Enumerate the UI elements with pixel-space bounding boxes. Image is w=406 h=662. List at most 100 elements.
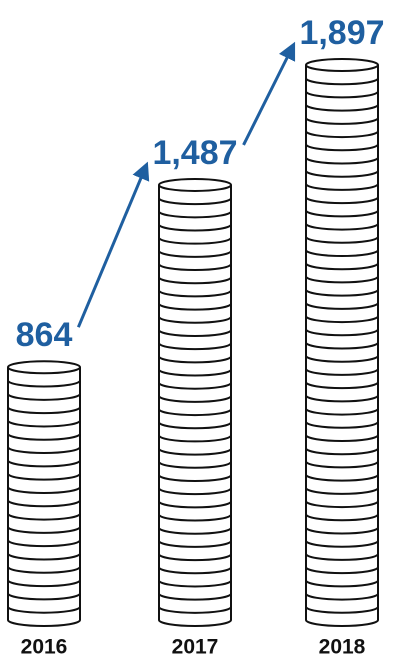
coin-top [7, 360, 81, 375]
coin-edge [7, 553, 81, 561]
coin-edge [7, 380, 81, 388]
coin-edge [158, 448, 232, 456]
coin-edge [305, 209, 379, 218]
coin-edge [7, 593, 81, 601]
coin-stack [7, 360, 81, 627]
coin-edge [7, 473, 81, 481]
coin-edge [305, 553, 379, 561]
coin-edge [158, 290, 232, 298]
coin-edge [158, 593, 232, 601]
coin-edge [158, 566, 232, 575]
coin-edge [305, 513, 379, 522]
coin-edge [158, 276, 232, 285]
coin-edge [158, 250, 232, 258]
coin-edge [158, 580, 232, 588]
coin-edge [7, 579, 81, 588]
coin-edge [305, 368, 379, 376]
coin-edge [305, 315, 379, 324]
coin-edge [158, 355, 232, 364]
stack-body [305, 65, 379, 627]
coin-edge [158, 329, 232, 337]
coin-edge [305, 91, 379, 99]
coin-edge [305, 461, 379, 469]
coin-top [305, 58, 379, 72]
coin-edge [158, 237, 232, 245]
arrow [76, 161, 150, 328]
coin-edge [7, 566, 81, 574]
coin-edge [305, 447, 379, 456]
coin-edge [158, 421, 232, 430]
coin-edge [305, 527, 379, 535]
coin-edge [305, 381, 379, 390]
coin-edge [7, 513, 81, 521]
coin-edge [158, 263, 232, 272]
coin-edge [158, 342, 232, 351]
value-label: 1,487 [152, 134, 237, 172]
coin-edge [305, 474, 379, 482]
coin-edge [158, 606, 232, 614]
coin-edge [305, 170, 379, 178]
coin-edge [7, 606, 81, 614]
coin-edge [158, 408, 232, 417]
value-label: 1,897 [299, 14, 384, 52]
coin-edge [7, 539, 81, 548]
x-tick-label: 2017 [172, 636, 219, 659]
coin-edge [305, 500, 379, 509]
coin-edge [305, 579, 379, 588]
coin-edge [305, 249, 379, 257]
coin-edge [305, 540, 379, 548]
coin-edge [7, 499, 81, 508]
x-tick-label: 2016 [21, 636, 68, 659]
coin-edge [305, 328, 379, 337]
coin-edge [305, 143, 379, 152]
coin-edge [305, 276, 379, 284]
coin-edge [7, 406, 81, 415]
coin-edge [158, 474, 232, 482]
coin-edge [7, 433, 81, 441]
coin-edge [305, 408, 379, 416]
coin-edge [7, 420, 81, 428]
coin-edge [305, 289, 379, 297]
coin-edge [305, 566, 379, 575]
coin-edge [305, 342, 379, 350]
coin-edge [305, 606, 379, 614]
coin-top [158, 177, 232, 192]
coin-edge [158, 527, 232, 535]
coin-edge [158, 553, 232, 562]
coin-edge [158, 514, 232, 522]
coin-edge [158, 316, 232, 324]
stack-body [7, 367, 81, 627]
coin-edge [158, 500, 232, 509]
arrow [242, 41, 296, 146]
coin-edge [158, 540, 232, 548]
coin-edge [305, 302, 379, 310]
coin-edge [305, 77, 379, 86]
coin-edge [305, 130, 379, 139]
coin-edge [158, 461, 232, 469]
coin-edge [305, 434, 379, 442]
coin-edge [158, 382, 232, 390]
coin-edge [305, 104, 379, 112]
coin-edge [305, 236, 379, 244]
coin-edge [305, 183, 379, 191]
coin-edge [305, 157, 379, 165]
coin-edge [158, 224, 232, 232]
coin-edge [7, 393, 81, 401]
coin-edge [158, 369, 232, 377]
coin-edge [305, 196, 379, 205]
x-tick-label: 2018 [319, 636, 366, 659]
coin-edge [305, 355, 379, 363]
coin-edge [305, 394, 379, 403]
coin-edge [158, 435, 232, 443]
coin-edge [305, 117, 379, 125]
coin-edge [158, 395, 232, 403]
coin-edge [305, 593, 379, 601]
coin-edge [7, 526, 81, 534]
coin-edge [305, 487, 379, 495]
coin-stack [305, 58, 379, 627]
coin-edge [305, 421, 379, 429]
coin-edge [7, 486, 81, 494]
coin-edge [305, 223, 379, 231]
value-label: 864 [16, 316, 73, 354]
